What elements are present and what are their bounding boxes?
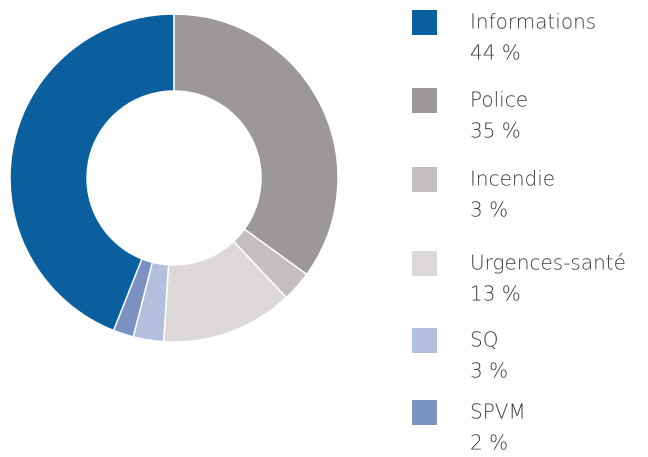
legend-value: 2 % — [470, 431, 508, 455]
legend-value: 44 % — [470, 41, 521, 65]
legend-label: Police — [470, 88, 528, 112]
donut-slice — [112, 257, 154, 338]
legend-swatch — [412, 167, 437, 192]
legend-swatch — [412, 400, 437, 425]
legend-label: SPVM — [470, 400, 526, 424]
legend-label: Urgences-santé — [470, 251, 626, 275]
legend-value: 35 % — [470, 119, 521, 143]
legend-value: 3 % — [470, 198, 508, 222]
legend-label: Informations — [470, 10, 596, 34]
legend-value: 3 % — [470, 359, 508, 383]
legend-swatch — [412, 10, 437, 35]
legend-swatch — [412, 328, 437, 353]
legend-swatch — [412, 251, 437, 276]
legend-label: SQ — [470, 328, 498, 352]
donut-slice — [173, 13, 339, 276]
legend-swatch — [412, 88, 437, 113]
legend-label: Incendie — [470, 167, 555, 191]
donut-slice — [9, 13, 175, 332]
legend-value: 13 % — [470, 282, 521, 306]
